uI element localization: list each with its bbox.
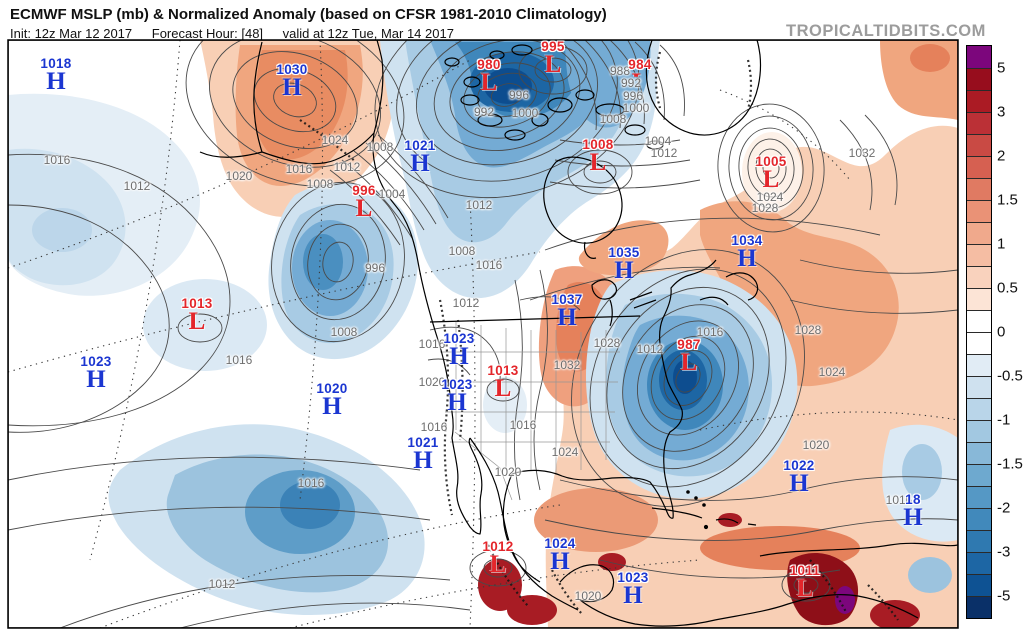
tropicaltidbits-watermark: TROPICALTIDBITS.COM: [786, 22, 986, 40]
colorbar-segment--0.75: [967, 398, 991, 420]
colorbar-segment-2: [967, 156, 991, 178]
colorbar-segment-2.5: [967, 134, 991, 156]
colorbar-segment-1: [967, 244, 991, 266]
init-time: Init: 12z Mar 12 2017: [10, 26, 133, 41]
colorbar-segment-1.25: [967, 222, 991, 244]
colorbar-segment--5: [967, 596, 991, 618]
colorbar-segment--1.5: [967, 464, 991, 486]
lat-lon-graticule: [8, 40, 958, 628]
colorbar-segment-0.25: [967, 310, 991, 332]
isobar-contours: [8, 40, 958, 628]
page-title: ECMWF MSLP (mb) & Normalized Anomaly (ba…: [10, 6, 607, 23]
run-info-line: Init: 12z Mar 12 2017 Forecast Hour: [48…: [10, 26, 454, 41]
cool-anomaly-fills: [8, 40, 958, 616]
colorbar-segment--1.75: [967, 486, 991, 508]
terrain-hatching: [299, 51, 899, 621]
colorbar-segment-1.75: [967, 178, 991, 200]
colorbar-segment->5: [967, 46, 991, 68]
colorbar-segment--1: [967, 420, 991, 442]
colorbar-tick--2: -2: [997, 499, 1011, 517]
colorbar-segment--2.5: [967, 530, 991, 552]
valid-time: valid at 12z Tue, Mar 14 2017: [282, 26, 454, 41]
colorbar-segment-1.5: [967, 200, 991, 222]
colorbar-segment-5: [967, 68, 991, 90]
colorbar-segment--4: [967, 574, 991, 596]
colorbar-tick--1: -1: [997, 411, 1011, 429]
forecast-hour: Forecast Hour: [48]: [151, 26, 264, 41]
coastlines: [199, 40, 958, 627]
colorbar-tick-0.5: 0.5: [997, 279, 1018, 297]
colorbar-tick-5: 5: [997, 59, 1006, 77]
colorbar-segment--3: [967, 552, 991, 574]
colorbar-segment-0.5: [967, 288, 991, 310]
colorbar-segment--1.25: [967, 442, 991, 464]
colorbar-segment-0: [967, 332, 991, 354]
colorbar-segment-3: [967, 112, 991, 134]
colorbar-tick-1: 1: [997, 235, 1006, 253]
colorbar-tick--0.5: -0.5: [997, 367, 1023, 385]
anomaly-colorbar: [966, 45, 992, 619]
colorbar-segment--0.25: [967, 354, 991, 376]
colorbar-tick-0: 0: [997, 323, 1006, 341]
colorbar-segment-0.75: [967, 266, 991, 288]
colorbar-segment-4: [967, 90, 991, 112]
colorbar-tick-2: 2: [997, 147, 1006, 165]
colorbar-segment--2: [967, 508, 991, 530]
colorbar-tick-3: 3: [997, 103, 1006, 121]
colorbar-tick--3: -3: [997, 543, 1011, 561]
colorbar-tick-1.5: 1.5: [997, 191, 1018, 209]
colorbar-segment--0.5: [967, 376, 991, 398]
colorbar-tick--5: -5: [997, 587, 1011, 605]
colorbar-tick--1.5: -1.5: [997, 455, 1023, 473]
